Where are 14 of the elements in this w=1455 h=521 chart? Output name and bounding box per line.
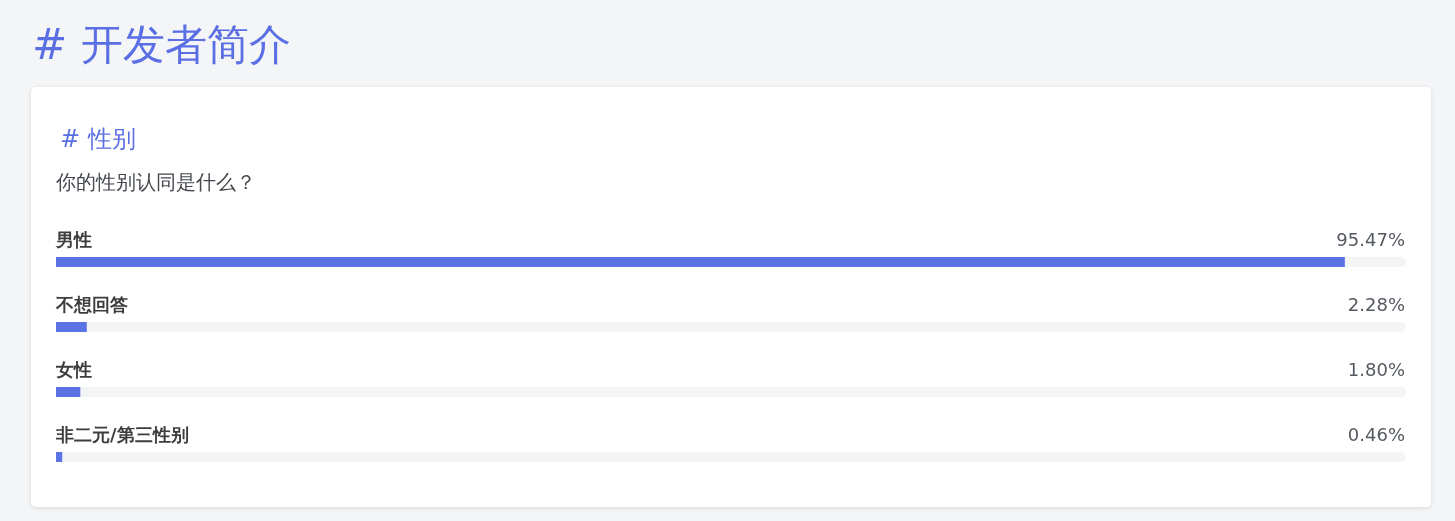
bar (56, 387, 81, 397)
bar (56, 322, 87, 332)
y-tick-label: 不想回答 (55, 294, 128, 315)
y-tick-label: 女性 (55, 359, 92, 380)
bar (56, 452, 63, 462)
y-tick-label: 非二元/第三性别 (55, 424, 189, 445)
y-tick-label: 男性 (55, 229, 92, 250)
chart-subtitle: # 性别 (60, 125, 136, 153)
data-label: 2.28% (1347, 294, 1405, 315)
data-label: 0.46% (1347, 424, 1405, 445)
chart-title: # 开发者简介 (32, 20, 291, 69)
data-label: 95.47% (1336, 229, 1405, 250)
data-label: 1.80% (1347, 359, 1405, 380)
text: 你的性别认同是什么？ (55, 170, 256, 194)
